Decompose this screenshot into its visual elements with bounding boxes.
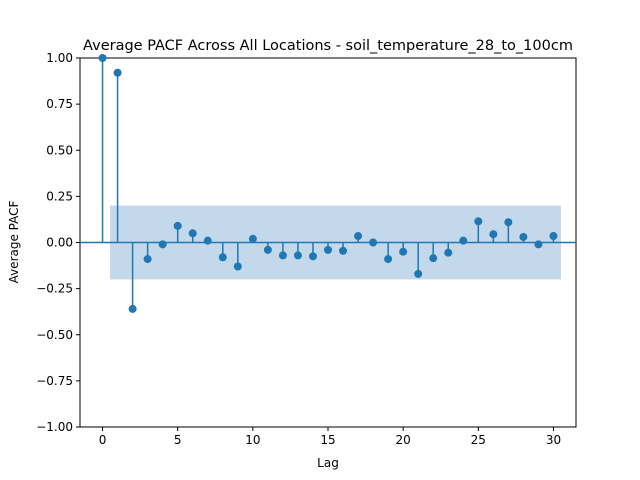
data-point <box>444 248 453 257</box>
data-point <box>248 234 257 243</box>
y-tick-label: 1.00 <box>46 51 73 65</box>
x-tick-label: 30 <box>546 433 561 447</box>
data-point <box>414 269 423 278</box>
data-point <box>143 255 152 264</box>
data-point <box>128 304 137 313</box>
data-point <box>324 245 332 254</box>
data-point <box>203 236 212 245</box>
y-tick-label: −0.50 <box>36 328 73 342</box>
plot-area: 0 5 10 15 20 25 30 −1.00 −0.75 −0.50 −0.25 0.00 0.25… <box>36 51 577 447</box>
data-point <box>459 236 468 245</box>
y-tick-label: 0.00 <box>46 236 73 250</box>
data-point <box>399 247 408 256</box>
data-point <box>233 262 242 271</box>
data-point <box>519 232 528 241</box>
y-axis-label: Average PACF <box>7 200 21 283</box>
data-point <box>308 252 317 261</box>
y-tick-label: 0.50 <box>46 143 73 157</box>
data-point <box>158 240 167 249</box>
data-point <box>489 230 498 239</box>
data-point <box>534 240 543 249</box>
x-axis-label: Lag <box>317 456 339 470</box>
chart-title: Average PACF Across All Locations - soil… <box>83 38 573 54</box>
data-point <box>504 218 513 227</box>
data-point <box>98 54 107 62</box>
y-tick-label: −1.00 <box>36 420 73 434</box>
data-point <box>339 246 348 255</box>
x-tick-label: 5 <box>174 433 182 447</box>
x-tick-label: 15 <box>320 433 335 447</box>
data-point <box>429 254 438 263</box>
x-tick-label: 10 <box>245 433 260 447</box>
data-point <box>354 232 363 241</box>
data-point <box>384 255 393 264</box>
data-point <box>474 217 483 226</box>
data-point <box>113 68 122 77</box>
data-point <box>293 251 302 260</box>
x-tick-label: 25 <box>471 433 486 447</box>
data-point <box>263 245 272 254</box>
data-point <box>173 221 182 230</box>
y-tick-label: 0.25 <box>46 189 73 203</box>
data-point <box>278 251 287 260</box>
data-point <box>549 232 558 241</box>
x-tick-label: 0 <box>99 433 107 447</box>
y-tick-label: 0.75 <box>46 97 73 111</box>
y-tick-label: −0.75 <box>36 374 73 388</box>
y-tick-label: −0.25 <box>36 282 73 296</box>
data-point <box>218 253 227 262</box>
x-tick-label: 20 <box>396 433 411 447</box>
data-point <box>369 238 378 247</box>
data-point <box>188 229 197 238</box>
